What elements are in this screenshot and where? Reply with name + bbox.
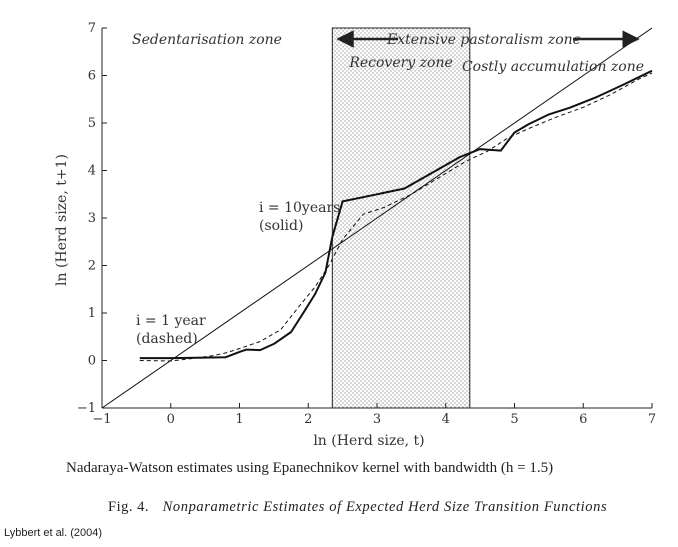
y-tick-label: 5 [88,116,96,131]
chart-caption: Nadaraya-Watson estimates using Epanechn… [66,460,666,477]
y-axis-label: ln (Herd size, t+1) [54,154,70,286]
x-tick-label: 5 [510,412,518,427]
x-tick-label: 3 [373,412,381,427]
y-tick-label: 0 [88,354,96,369]
x-tick-label: 6 [579,412,587,427]
y-tick-label: −1 [77,401,96,416]
caption-text: Nadaraya-Watson estimates using Epanechn… [66,460,554,476]
chart-svg: −1−1 0 0 1 1 2 2 3 3 4 4 5 5 6 6 7 7 ln (Herd size, t) ln … [54,21,656,449]
solid-annotation-line1: i = 10years [259,200,340,216]
dashed-annotation-line2: (dashed) [136,331,198,347]
x-tick-label: 4 [442,412,450,427]
figure-title: Nonparametric Estimates of Expected Herd… [162,499,608,515]
sedentarisation-zone-label: Sedentarisation zone [132,32,282,48]
x-tick-label: −1 [92,412,111,427]
recovery-zone-band [331,27,471,409]
x-tick-label: 0 [167,412,175,427]
x-axis-label: ln (Herd size, t) [313,433,424,449]
costly-accumulation-zone-label: Costly accumulation zone [462,59,644,75]
solid-annotation-line2: (solid) [259,218,303,234]
extensive-pastoralism-zone-label: Extensive pastoralism zone [386,32,581,48]
diagonal-line [101,27,653,409]
y-tick-label: 3 [88,211,96,226]
y-tick-label: 1 [88,306,96,321]
dashed-annotation-line1: i = 1 year [136,313,206,329]
solid-estimate-line [139,69,653,360]
y-tick-label: 2 [88,259,96,274]
x-tick-label: 1 [235,412,243,427]
y-tick-label: 7 [88,21,96,36]
recovery-zone-label: Recovery zone [348,55,452,71]
figure-label: Fig. 4. [108,499,149,515]
chart-area: −1 −1 0 0 1 1 2 2 3 3 4 4 5 5 6 6 7 7 ln (Herd size, t) ln … [54,21,656,449]
dashed-estimate-line [139,72,653,362]
source-citation: Lybbert et al. (2004) [4,527,103,539]
x-tick-label: 7 [648,412,656,427]
figure-caption: Fig. 4. Nonparametric Estimates of Expec… [108,499,668,516]
y-tick-label: 6 [88,69,96,84]
x-tick-label: 2 [304,412,312,427]
y-tick-label: 4 [88,164,96,179]
